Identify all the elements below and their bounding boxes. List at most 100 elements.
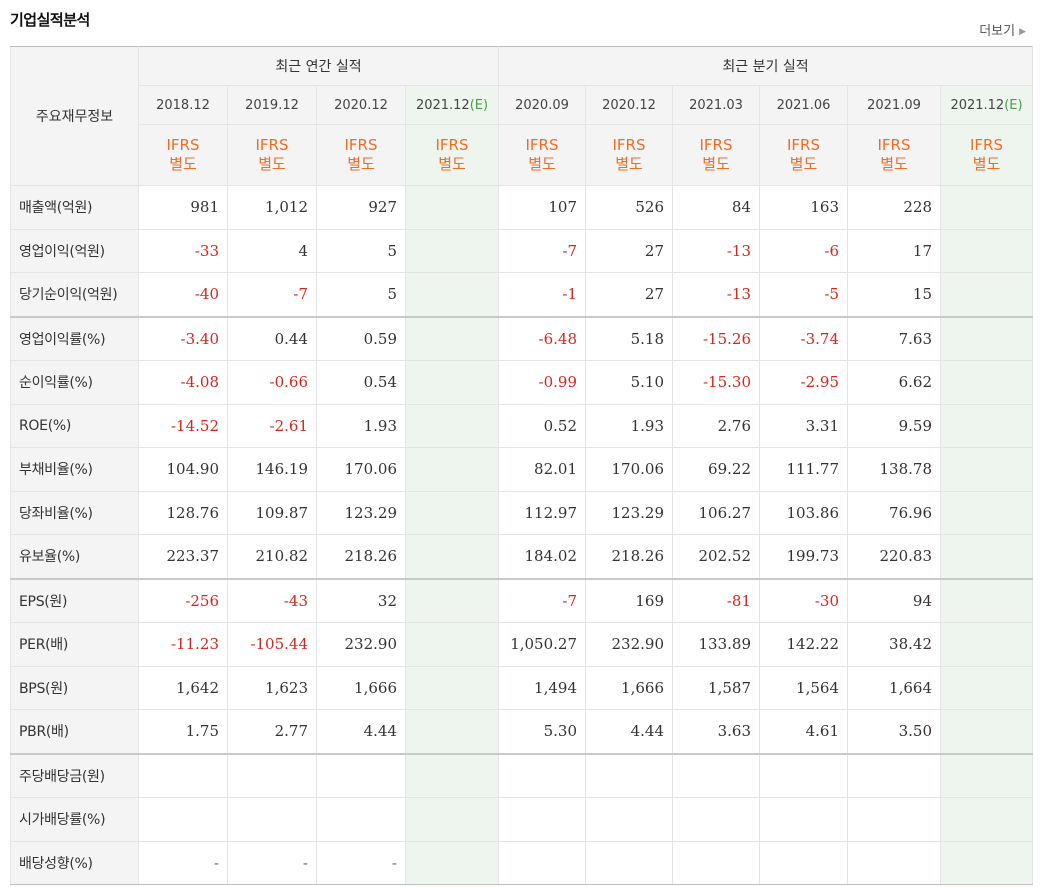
period-year: 2019.12 <box>245 97 299 113</box>
ifrs-line2: 별도 <box>615 155 643 173</box>
value-cell <box>227 752 317 798</box>
value-cell: -1 <box>498 272 586 317</box>
caret-right-icon: ▶ <box>1019 27 1026 37</box>
period-header: 2020.12 <box>585 85 673 125</box>
value-cell: 1.93 <box>585 403 673 448</box>
period-year: 2020.09 <box>515 97 569 113</box>
value-cell: 0.59 <box>316 315 406 361</box>
period-header: 2020.09 <box>498 85 586 125</box>
value-cell: 1,623 <box>227 665 317 710</box>
value-cell <box>940 185 1033 230</box>
value-cell: 1,012 <box>227 185 317 230</box>
value-cell: 138.78 <box>847 447 941 492</box>
period-year: 2020.12 <box>602 97 656 113</box>
value-cell: 981 <box>138 185 228 230</box>
value-cell <box>847 797 941 842</box>
row-label: 당기순이익(억원) <box>10 272 139 317</box>
value-cell: -0.99 <box>498 360 586 405</box>
value-cell: 69.22 <box>672 447 760 492</box>
value-cell: 1,494 <box>498 665 586 710</box>
ifrs-badge: IFRS 별도 <box>672 124 760 186</box>
value-cell: 232.90 <box>316 622 406 667</box>
value-cell: 123.29 <box>585 490 673 535</box>
value-cell: 202.52 <box>672 534 760 579</box>
value-cell: 1,564 <box>759 665 848 710</box>
ifrs-line1: IFRS <box>877 136 911 154</box>
table-row: ROE(%) -14.52 -2.61 1.93 0.52 1.93 2.76 3.31 9.5… <box>10 403 1033 448</box>
value-cell <box>405 490 499 535</box>
value-cell: 128.76 <box>138 490 228 535</box>
value-cell <box>405 709 499 754</box>
table-row: EPS(원) -256 -43 32 -7 169 -81 -30 94 <box>10 577 1033 623</box>
value-cell: 5 <box>316 228 406 273</box>
value-cell: -3.40 <box>138 315 228 361</box>
value-cell: -6 <box>759 228 848 273</box>
value-cell <box>940 360 1033 405</box>
period-year: 2021.06 <box>776 97 831 113</box>
value-cell <box>940 577 1033 623</box>
value-cell: -5 <box>759 272 848 317</box>
value-cell: -7 <box>227 272 317 317</box>
value-cell <box>940 403 1033 448</box>
period-header: 2021.12(E) <box>940 85 1033 125</box>
ifrs-line2: 별도 <box>789 155 818 173</box>
ifrs-badge: IFRS 별도 <box>498 124 586 186</box>
value-cell: -4.08 <box>138 360 228 405</box>
value-cell: 103.86 <box>759 490 848 535</box>
value-cell: - <box>316 840 406 885</box>
ifrs-badge: IFRS 별도 <box>847 124 941 186</box>
value-cell: 27 <box>585 228 673 273</box>
period-year: 2020.12 <box>334 97 388 113</box>
value-cell <box>405 447 499 492</box>
value-cell: -0.66 <box>227 360 317 405</box>
value-cell: -105.44 <box>227 622 317 667</box>
value-cell <box>940 447 1033 492</box>
value-cell: -43 <box>227 577 317 623</box>
value-cell: 111.77 <box>759 447 848 492</box>
table-row: 매출액(억원) 981 1,012 927 107 526 84 163 228 <box>10 185 1033 230</box>
value-cell: 38.42 <box>847 622 941 667</box>
table-row: 당기순이익(억원) -40 -7 5 -1 27 -13 -5 15 <box>10 272 1033 317</box>
value-cell: 4 <box>227 228 317 273</box>
ifrs-line1: IFRS <box>970 136 1003 154</box>
value-cell <box>759 752 848 798</box>
row-label: 영업이익률(%) <box>10 315 139 361</box>
value-cell: 5.18 <box>585 315 673 361</box>
value-cell: 27 <box>585 272 673 317</box>
value-cell: 169 <box>585 577 673 623</box>
value-cell: 84 <box>672 185 760 230</box>
value-cell <box>940 797 1033 842</box>
value-cell: 232.90 <box>585 622 673 667</box>
value-cell: -2.95 <box>759 360 848 405</box>
table-row: 당좌비율(%) 128.76 109.87 123.29 112.97 123.29 106… <box>10 490 1033 535</box>
row-label: 매출액(억원) <box>10 185 139 230</box>
value-cell <box>585 797 673 842</box>
value-cell: 218.26 <box>316 534 406 579</box>
row-label: 순이익률(%) <box>10 360 139 405</box>
row-label: ROE(%) <box>10 403 139 448</box>
ifrs-line1: IFRS <box>255 136 289 154</box>
table-row: PER(배) -11.23 -105.44 232.90 1,050.27 232.90 1… <box>10 622 1033 667</box>
value-cell: 184.02 <box>498 534 586 579</box>
value-cell: 6.62 <box>847 360 941 405</box>
ifrs-line1: IFRS <box>435 136 469 154</box>
value-cell: 170.06 <box>316 447 406 492</box>
value-cell <box>138 752 228 798</box>
value-cell <box>759 797 848 842</box>
estimate-marker: (E) <box>1004 97 1023 113</box>
row-label: PER(배) <box>10 622 139 667</box>
quarter-section-title: 최근 분기 실적 <box>498 46 1033 86</box>
value-cell: 1.75 <box>138 709 228 754</box>
value-cell: 170.06 <box>585 447 673 492</box>
ifrs-line1: IFRS <box>344 136 378 154</box>
ifrs-line2: 별도 <box>702 155 730 173</box>
value-cell <box>847 752 941 798</box>
value-cell <box>940 315 1033 361</box>
ifrs-line2: 별도 <box>880 155 908 173</box>
more-link[interactable]: 더보기 ▶ <box>979 20 1026 39</box>
period-year: 2018.12 <box>156 97 210 113</box>
value-cell: 526 <box>585 185 673 230</box>
period-year: 2021.12 <box>415 97 470 113</box>
table-row: 유보율(%) 223.37 210.82 218.26 184.02 218.26 202.… <box>10 534 1033 579</box>
ifrs-line2: 별도 <box>438 155 466 173</box>
